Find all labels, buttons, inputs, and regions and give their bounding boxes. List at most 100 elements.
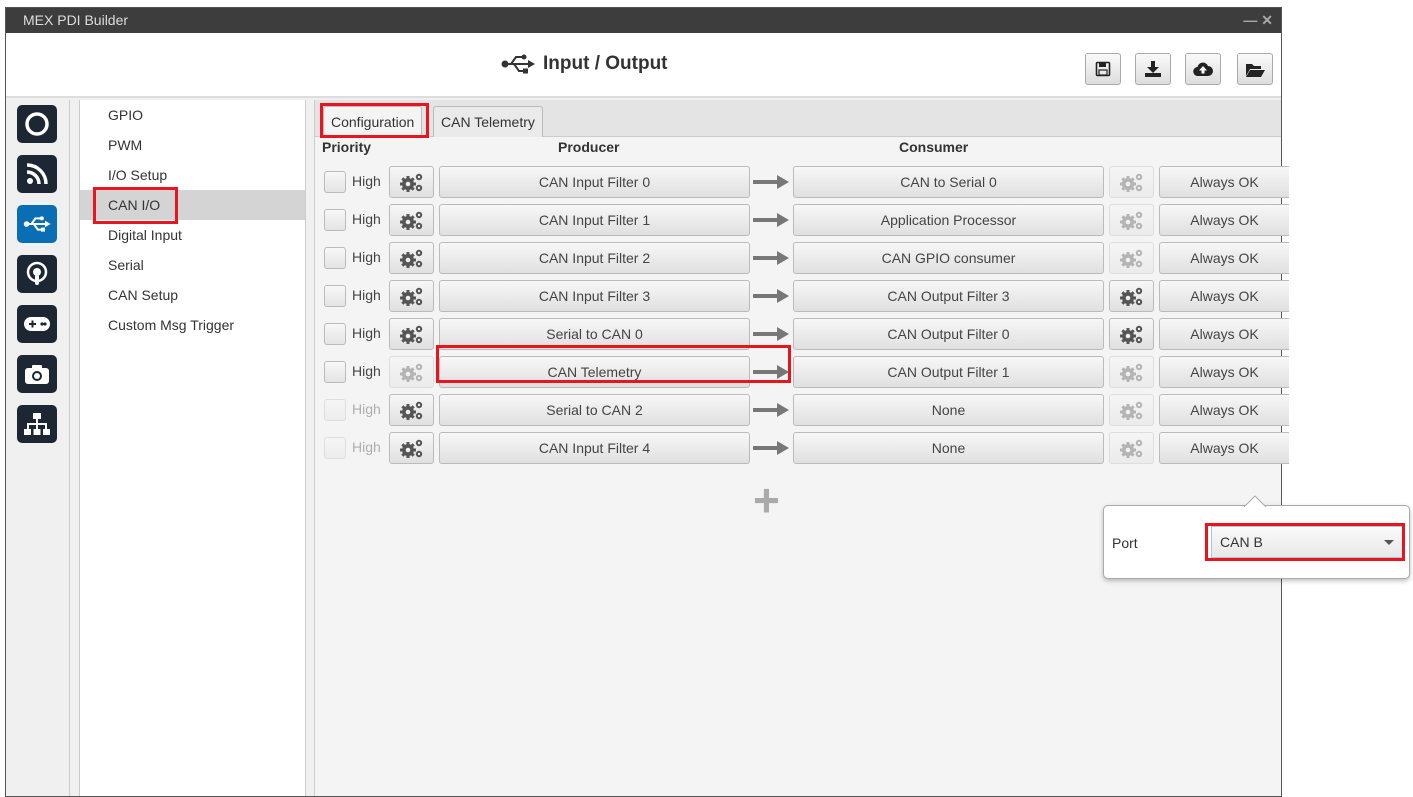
consumer-settings-button[interactable] [1109, 394, 1154, 426]
consumer-button[interactable]: CAN Output Filter 0 [793, 318, 1104, 350]
status-button[interactable]: Always OK [1159, 432, 1289, 464]
consumer-button[interactable]: CAN GPIO consumer [793, 242, 1104, 274]
priority-checkbox[interactable] [324, 247, 346, 269]
nav-item[interactable]: Digital Input [108, 227, 182, 243]
consumer-settings-button[interactable] [1109, 356, 1154, 388]
status-button[interactable]: Always OK [1159, 166, 1289, 198]
producer-button[interactable]: CAN Input Filter 2 [439, 242, 750, 274]
consumer-button[interactable]: None [793, 394, 1104, 426]
gears-icon [1119, 439, 1142, 458]
producer-button[interactable]: CAN Telemetry [439, 356, 750, 388]
priority-label: High [352, 173, 381, 189]
priority-checkbox[interactable] [324, 171, 346, 193]
status-button[interactable]: Always OK [1159, 242, 1289, 274]
download-button[interactable] [1135, 53, 1171, 85]
producer-button[interactable]: CAN Input Filter 0 [439, 166, 750, 198]
cloud-upload-button[interactable] [1185, 53, 1221, 85]
status-button[interactable]: Always OK [1159, 394, 1289, 426]
folder-open-icon [1246, 63, 1265, 77]
status-button[interactable]: Always OK [1159, 280, 1289, 312]
consumer-button[interactable]: None [793, 432, 1104, 464]
gears-icon [1119, 401, 1142, 420]
nav-item[interactable]: CAN Setup [108, 287, 179, 303]
nav-item[interactable]: Serial [108, 257, 144, 273]
add-route-button[interactable]: + [753, 474, 780, 526]
route-row: High CAN Telemetry CAN Output Filter 1 A… [315, 355, 1295, 389]
priority-label: High [352, 363, 381, 379]
header: Input / Output [6, 33, 1281, 98]
nav-item[interactable]: GPIO [108, 107, 144, 123]
priority-checkbox[interactable] [324, 361, 346, 383]
arrow-right-icon [753, 403, 789, 417]
priority-checkbox[interactable] [324, 399, 346, 421]
main-panel: Configuration CAN Telemetry Priority Pro… [314, 100, 1289, 796]
consumer-settings-button[interactable] [1109, 166, 1154, 198]
route-row: High CAN Input Filter 4 None Always OK [315, 431, 1295, 465]
arrow-right-icon [753, 175, 789, 189]
producer-settings-button[interactable] [389, 356, 434, 388]
priority-checkbox[interactable] [324, 209, 346, 231]
podcast-icon [26, 261, 48, 285]
producer-settings-button[interactable] [389, 204, 434, 236]
priority-checkbox[interactable] [324, 437, 346, 459]
consumer-settings-button[interactable] [1109, 318, 1154, 350]
producer-settings-button[interactable] [389, 318, 434, 350]
status-button[interactable]: Always OK [1159, 318, 1289, 350]
sidebar-control[interactable] [17, 305, 57, 343]
column-priority: Priority [322, 139, 372, 155]
sidebar-input-output[interactable] [17, 205, 57, 243]
route-row: High CAN Input Filter 3 CAN Output Filte… [315, 279, 1295, 313]
window-controls[interactable]: — ✕ [1243, 12, 1273, 28]
sidebar-power[interactable] [17, 105, 57, 143]
port-select[interactable]: CAN B [1211, 526, 1403, 558]
producer-settings-button[interactable] [389, 166, 434, 198]
producer-button[interactable]: CAN Input Filter 1 [439, 204, 750, 236]
arrow-right-icon [753, 327, 789, 341]
producer-settings-button[interactable] [389, 394, 434, 426]
nav-item[interactable]: PWM [108, 137, 143, 153]
priority-checkbox[interactable] [324, 285, 346, 307]
consumer-button[interactable]: CAN Output Filter 1 [793, 356, 1104, 388]
status-button[interactable]: Always OK [1159, 356, 1289, 388]
chevron-down-icon [1384, 540, 1394, 550]
page-title-text: Input / Output [543, 53, 668, 74]
route-row: High CAN Input Filter 2 CAN GPIO consume… [315, 241, 1295, 275]
sidebar-network[interactable] [17, 405, 57, 443]
consumer-settings-button[interactable] [1109, 280, 1154, 312]
app-window: MEX PDI Builder — ✕ Input / Output GPIO P… [5, 7, 1289, 797]
icon-sidebar [6, 100, 70, 796]
status-button[interactable]: Always OK [1159, 204, 1289, 236]
sidebar-telemetry[interactable] [17, 155, 57, 193]
consumer-button[interactable]: Application Processor [793, 204, 1104, 236]
gears-icon [1119, 211, 1142, 230]
producer-settings-button[interactable] [389, 242, 434, 274]
producer-button[interactable]: CAN Input Filter 3 [439, 280, 750, 312]
gears-icon [399, 287, 422, 306]
consumer-settings-button[interactable] [1109, 432, 1154, 464]
consumer-settings-button[interactable] [1109, 204, 1154, 236]
tab-configuration[interactable]: Configuration [323, 106, 423, 137]
consumer-button[interactable]: CAN to Serial 0 [793, 166, 1104, 198]
sidebar-camera[interactable] [17, 355, 57, 393]
nav-item[interactable]: CAN I/O [80, 190, 305, 220]
consumer-button[interactable]: CAN Output Filter 3 [793, 280, 1104, 312]
priority-label: High [352, 249, 381, 265]
open-folder-button[interactable] [1237, 53, 1273, 85]
sidebar-sensors[interactable] [17, 255, 57, 293]
producer-button[interactable]: Serial to CAN 2 [439, 394, 750, 426]
producer-settings-button[interactable] [389, 280, 434, 312]
nav-item[interactable]: Custom Msg Trigger [108, 317, 235, 333]
power-icon [25, 112, 49, 136]
producer-button[interactable]: Serial to CAN 0 [439, 318, 750, 350]
save-button[interactable] [1085, 53, 1121, 85]
producer-button[interactable]: CAN Input Filter 4 [439, 432, 750, 464]
tab-bar: Configuration CAN Telemetry [315, 100, 1281, 137]
consumer-settings-button[interactable] [1109, 242, 1154, 274]
rss-icon [26, 163, 48, 185]
section-nav: GPIO PWM I/O Setup CAN I/O Digital Input Seri… [79, 100, 306, 796]
producer-settings-button[interactable] [389, 432, 434, 464]
column-producer: Producer [558, 139, 620, 155]
tab-can-telemetry[interactable]: CAN Telemetry [433, 106, 543, 137]
nav-item[interactable]: I/O Setup [108, 167, 168, 183]
priority-checkbox[interactable] [324, 323, 346, 345]
